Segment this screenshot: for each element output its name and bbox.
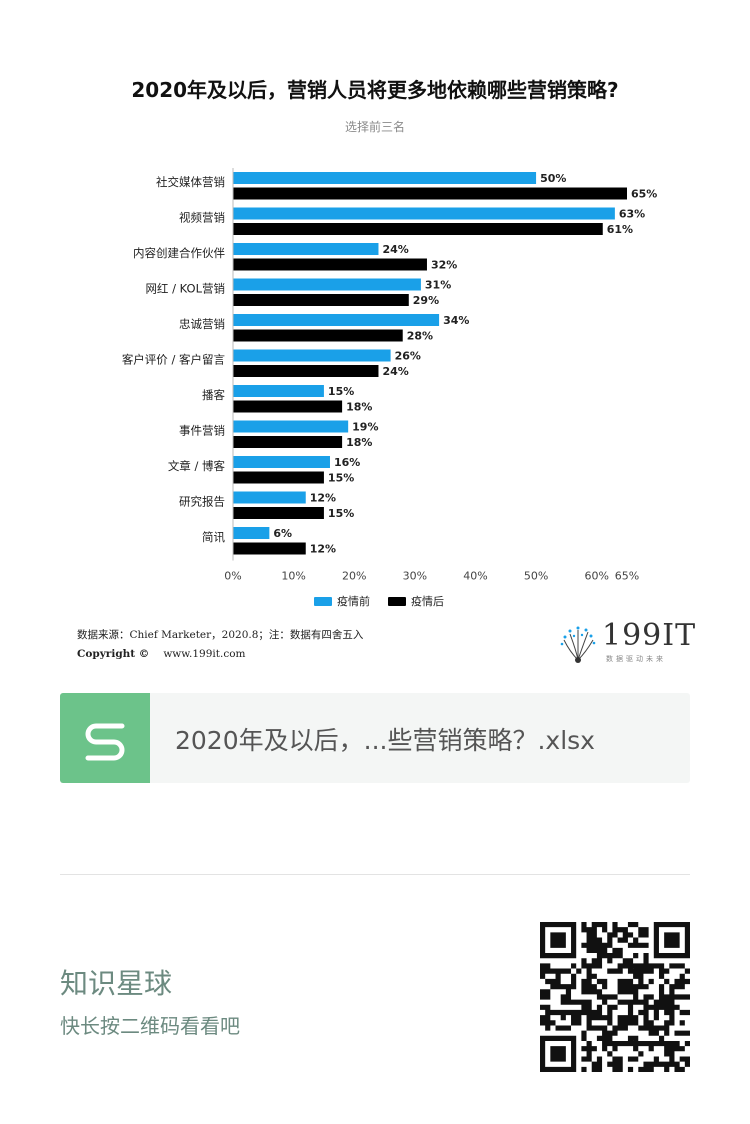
legend-label-after: 疫情后 [411, 595, 444, 608]
data-label: 61% [607, 223, 633, 236]
data-label: 19% [352, 421, 378, 434]
section-divider [60, 874, 690, 875]
bar-before [233, 527, 270, 539]
logo-text: 199IT [602, 618, 697, 653]
legend-swatch-after [388, 596, 406, 606]
spreadsheet-file-icon [60, 693, 150, 783]
chart-legend: 疫情前 疫情后 [314, 593, 444, 609]
tick-label: 40% [463, 570, 487, 583]
data-label: 26% [395, 350, 421, 363]
bar-before [233, 243, 379, 255]
category-label: 事件营销 [179, 424, 225, 438]
bar-after [233, 507, 324, 519]
category-label: 研究报告 [179, 495, 225, 509]
data-label: 12% [310, 543, 336, 556]
data-label: 24% [382, 365, 408, 378]
qr-code-icon[interactable] [540, 922, 690, 1074]
category-label: 文章 / 博客 [168, 459, 226, 473]
legend-item-after: 疫情后 [388, 593, 444, 609]
data-label: 29% [413, 294, 439, 307]
bar-before [233, 456, 330, 468]
bar-after [233, 258, 427, 271]
qr-modules [540, 922, 690, 1072]
category-label: 播客 [202, 388, 225, 402]
tick-label: 20% [342, 570, 366, 583]
bar-after [233, 471, 324, 484]
bar-after [233, 223, 603, 235]
data-label: 15% [328, 472, 354, 485]
qr-call-to-action: 快长按二维码看看吧 [60, 1014, 240, 1038]
copyright-line: Copyright © www.199it.com [77, 648, 245, 660]
data-label: 31% [425, 279, 451, 292]
category-label: 网红 / KOL营销 [145, 282, 225, 296]
bar-after [233, 294, 409, 306]
category-label: 忠诚营销 [179, 317, 225, 331]
legend-item-before: 疫情前 [314, 593, 370, 609]
attachment-file-name: 2020年及以后，...些营销策略？.xlsx [175, 726, 595, 755]
data-label: 34% [443, 314, 469, 327]
data-label: 15% [328, 385, 354, 398]
category-label: 内容创建合作伙伴 [133, 246, 225, 260]
bar-before [233, 172, 537, 184]
data-label: 32% [431, 259, 457, 272]
logo-dandelion-icon [560, 626, 596, 663]
data-label: 12% [310, 492, 336, 505]
bar-after [233, 436, 343, 448]
copyright-label: Copyright © [77, 648, 150, 660]
legend-swatch-before [314, 596, 332, 606]
category-label: 视频营销 [179, 211, 225, 225]
bar-chart: 社交媒体营销 50% 65% 视频营销 63% 61% 内容创建合作伙伴 24% 32% 网红 /… [122, 168, 657, 583]
logo-tagline: 数据驱动未来 [606, 655, 666, 663]
data-label: 6% [273, 527, 292, 540]
legend-label-before: 疫情前 [337, 595, 370, 608]
copyright-site: www.199it.com [163, 648, 246, 660]
chart-subtitle: 选择前三名 [344, 120, 405, 134]
data-label: 65% [631, 188, 657, 201]
tick-label: 30% [403, 570, 427, 583]
knowledge-planet-title: 知识星球 [60, 967, 173, 1000]
attachment-card[interactable]: 2020年及以后，...些营销策略？.xlsx [60, 693, 690, 783]
data-label: 15% [328, 507, 354, 520]
bar-after [233, 187, 627, 200]
data-label: 16% [334, 456, 360, 469]
data-label: 28% [407, 330, 433, 343]
data-label: 63% [619, 208, 645, 221]
tick-label: 60% [584, 570, 608, 583]
tick-label: 65% [615, 570, 639, 583]
bar-before [233, 349, 391, 362]
chart-title: 2020年及以后，营销人员将更多地依赖哪些营销策略? [131, 78, 619, 102]
bar-after [233, 329, 403, 342]
data-label: 24% [382, 243, 408, 256]
brand-logo: 199IT 数据驱动未来 [556, 618, 695, 664]
data-source-note: 数据来源：Chief Marketer，2020.8；注：数据有四舍五入 [77, 629, 364, 641]
bar-before [233, 385, 324, 397]
bar-before [233, 207, 615, 220]
category-label: 简讯 [202, 530, 225, 544]
tick-label: 0% [224, 570, 241, 583]
bar-before [233, 491, 306, 504]
category-label: 客户评价 / 客户留言 [122, 353, 225, 367]
bar-after [233, 542, 306, 555]
tick-label: 10% [281, 570, 305, 583]
bar-after [233, 365, 379, 377]
bar-before [233, 278, 421, 291]
category-label: 社交媒体营销 [156, 175, 225, 189]
bar-before [233, 420, 349, 433]
data-label: 18% [346, 436, 372, 449]
data-label: 50% [540, 172, 566, 185]
data-label: 18% [346, 401, 372, 414]
bar-before [233, 314, 440, 326]
bar-after [233, 400, 343, 413]
tick-label: 50% [524, 570, 548, 583]
